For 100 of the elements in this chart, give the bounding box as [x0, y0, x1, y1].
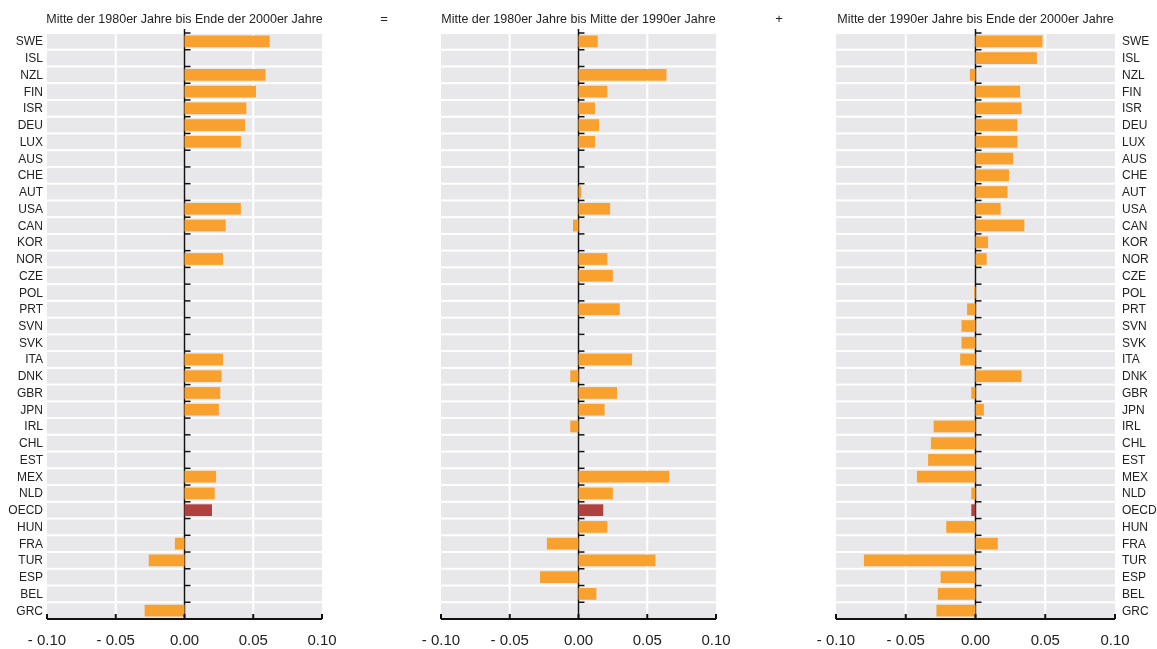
bar: [975, 219, 1025, 232]
text: +: [775, 11, 783, 26]
y-tick-label: FRA: [19, 536, 43, 551]
bar: [578, 69, 667, 81]
bar: [937, 588, 976, 600]
x-tick-label: - 0.10: [27, 631, 67, 648]
x-tick-label: 0.00: [960, 631, 991, 648]
y-tick-label: LUX: [1122, 134, 1146, 149]
x-tick-label: - 0.10: [421, 631, 461, 648]
bar: [184, 35, 270, 48]
bar: [184, 387, 221, 399]
bar: [578, 403, 605, 416]
y-tick-label: ISR: [22, 101, 44, 116]
y-tick-label: KOR: [16, 235, 44, 250]
y-tick-label: DEU: [1122, 118, 1148, 133]
y-tick-label: CHE: [1122, 168, 1148, 183]
y-tick-label: PRT: [1122, 302, 1147, 317]
y-tick-label: TUR: [18, 553, 44, 568]
bar: [578, 135, 595, 148]
bar: [936, 604, 976, 617]
y-tick-label: AUS: [1122, 151, 1147, 166]
bar: [975, 35, 1043, 48]
y-tick-label: LUX: [19, 134, 43, 149]
y-tick-label: CAN: [17, 218, 43, 233]
bar: [975, 403, 984, 416]
bar: [975, 236, 989, 249]
x-tick-label: 0.00: [169, 631, 200, 648]
y-tick-label: CHE: [17, 168, 43, 183]
bar: [578, 202, 611, 215]
bar: [578, 119, 600, 131]
y-tick-label: TUR: [1122, 553, 1147, 568]
bar: [946, 521, 976, 533]
bar: [578, 387, 617, 399]
y-tick-label: IRL: [24, 419, 44, 434]
bar: [144, 604, 185, 617]
bar: [971, 504, 976, 517]
bar: [184, 119, 245, 131]
bar: [578, 521, 608, 533]
y-tick-label: ESP: [18, 570, 43, 585]
y-tick-label: NZL: [20, 67, 44, 82]
y-tick-label: DNK: [1122, 369, 1148, 384]
y-tick-label: SVK: [1122, 335, 1147, 350]
bar: [961, 320, 976, 332]
y-tick-label: OECD: [1122, 503, 1157, 518]
y-tick-label: FRA: [1122, 536, 1146, 551]
y-tick-label: JPN: [1122, 402, 1145, 417]
bar: [975, 85, 1021, 98]
bar: [570, 370, 579, 383]
bar: [184, 202, 241, 215]
bar: [540, 571, 579, 583]
x-tick-label: 0.05: [238, 631, 268, 648]
bar: [578, 554, 656, 567]
x-tick-label: 0.05: [632, 631, 662, 648]
y-tick-label: MEX: [16, 469, 43, 484]
bar: [975, 52, 1037, 64]
bar: [578, 269, 613, 282]
bar: [578, 102, 595, 115]
x-tick-label: 0.05: [1030, 631, 1060, 648]
y-tick-label: SWE: [1122, 34, 1150, 49]
bar: [960, 353, 976, 366]
bar: [578, 353, 633, 366]
bar: [967, 303, 976, 316]
bar: [578, 487, 613, 500]
y-tick-label: SVN: [18, 319, 43, 333]
bar: [578, 253, 608, 265]
bar: [969, 69, 976, 81]
x-tick-label: - 0.05: [490, 631, 529, 648]
y-tick-label: AUT: [1122, 185, 1147, 200]
bar: [184, 219, 226, 232]
y-tick-label: CHL: [18, 436, 44, 451]
y-tick-label: ESP: [1122, 570, 1147, 585]
bar: [573, 219, 579, 232]
bar: [184, 470, 217, 483]
x-tick-label: - 0.05: [96, 631, 135, 648]
chart-title: Mitte der 1980er Jahre bis Ende der 2000er Jahre: [46, 12, 323, 26]
bar: [916, 470, 976, 483]
y-tick-label: SVK: [18, 335, 43, 350]
bar: [975, 370, 1022, 383]
y-tick-label: NLD: [1122, 486, 1147, 501]
bar: [184, 102, 247, 115]
y-tick-label: CZE: [19, 268, 43, 283]
y-tick-label: SVN: [1122, 319, 1147, 333]
y-tick-label: EST: [1122, 452, 1147, 467]
y-tick-label: ITA: [25, 352, 43, 367]
y-tick-label: POL: [1122, 285, 1147, 300]
y-tick-label: ISL: [24, 51, 44, 66]
y-tick-label: USA: [1122, 201, 1147, 216]
bar: [975, 186, 1008, 198]
bar: [975, 169, 1009, 182]
bar: [971, 387, 976, 399]
x-tick-label: 0.10: [307, 631, 337, 648]
bar: [940, 571, 976, 583]
chart-title: Mitte der 1980er Jahre bis Mitte der 1990er Jahre: [441, 12, 716, 26]
bar: [578, 303, 620, 316]
y-tick-label: NOR: [1122, 252, 1149, 267]
bar: [975, 135, 1018, 148]
y-tick-label: GBR: [16, 385, 44, 400]
y-tick-label: DEU: [17, 118, 43, 133]
y-tick-label: HUN: [1122, 519, 1148, 534]
y-tick-label: GBR: [1122, 385, 1149, 400]
